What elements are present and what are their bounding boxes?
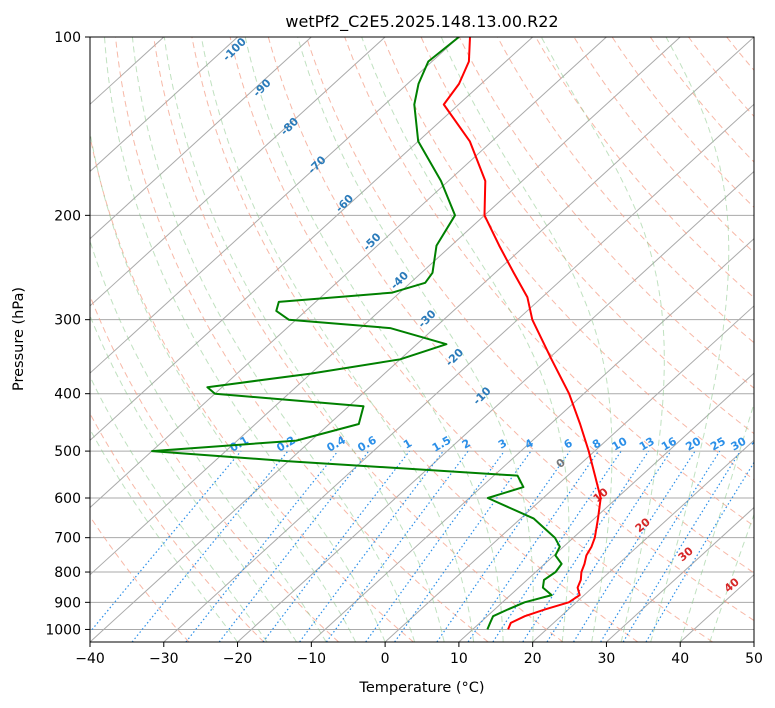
dry-adiabat-line (458, 37, 754, 389)
moist-adiabat-line (104, 37, 386, 642)
x-tick-label: −20 (223, 651, 253, 667)
plot-frame (89, 36, 755, 643)
y-tick-label: 100 (54, 30, 81, 46)
dewpoint-profile-line (151, 37, 563, 630)
axes: −40 −30 −20 −10 0 10 20 30 40 50 100 200 300 400 500 60… (45, 30, 763, 667)
moist-adiabat-line (90, 314, 298, 642)
mixing-ratio-line (325, 450, 469, 642)
isotherm-line (90, 37, 312, 240)
x-tick-label: 40 (671, 651, 689, 667)
profile-lines (151, 37, 602, 630)
x-tick-label: 10 (450, 651, 468, 667)
dry-adiabat-line (344, 37, 754, 527)
moist-adiabat-line (650, 37, 730, 642)
moist-adiabat-line (90, 239, 327, 642)
x-tick-label: 30 (598, 651, 616, 667)
dry-adiabat-line (420, 37, 754, 435)
moist-adiabat-line (679, 401, 754, 642)
x-tick-label: 0 (381, 651, 390, 667)
mixing-ratio-line (436, 450, 571, 642)
y-tick-label: 500 (54, 444, 81, 460)
isotherm-line (90, 37, 238, 173)
mixing-ratio-label: 36 (749, 434, 769, 453)
isotherm-line (310, 237, 754, 642)
moist-adiabat-line (540, 37, 665, 642)
y-axis-label: Pressure (hPa) (11, 287, 27, 391)
background-lines (90, 37, 754, 642)
x-tick-label: −40 (75, 651, 105, 667)
mixing-ratio-line (299, 450, 444, 642)
mixing-ratio-line (365, 450, 505, 642)
dry-adiabat-line (153, 37, 564, 642)
isotherm-line (237, 170, 754, 642)
y-tick-label: 200 (54, 208, 81, 224)
dry-adiabat-line (191, 37, 639, 642)
dry-adiabat-line (115, 37, 489, 642)
isotherm-line (90, 37, 607, 509)
mixing-ratio-line (90, 450, 242, 633)
moist-adiabat-line (244, 37, 504, 642)
isotherm-line (90, 37, 681, 576)
dry-adiabat-line (267, 37, 754, 622)
x-tick-label: 50 (745, 651, 763, 667)
mixing-ratio-line (131, 450, 289, 642)
moist-adiabat-line (90, 375, 268, 642)
chart-title: wetPf2_C2E5.2025.148.13.00.R22 (285, 12, 558, 32)
x-axis-label: Temperature (°C) (358, 680, 484, 696)
mixing-ratio-line (622, 450, 741, 642)
moist-adiabat-line (440, 37, 613, 642)
mixing-ratio-line (546, 450, 672, 642)
temperature-profile-line (442, 37, 602, 630)
moist-adiabat-line (90, 428, 238, 642)
isotherm-line (163, 103, 754, 642)
dry-adiabat-line (497, 37, 754, 344)
y-tick-label: 400 (54, 387, 81, 403)
isotherm-line (384, 305, 754, 642)
isotherm-line (90, 37, 386, 307)
dry-adiabat-line (229, 37, 713, 642)
y-tick-label: 800 (54, 565, 81, 581)
y-tick-label: 300 (54, 313, 81, 329)
isotherm-line (90, 37, 754, 642)
moist-adiabat-line (163, 37, 445, 642)
mixing-ratio-line (572, 450, 696, 642)
isotherm-line (458, 372, 754, 642)
dry-adiabat-line (90, 412, 265, 642)
isotherm-line (90, 37, 534, 442)
moist-adiabat-line (709, 513, 754, 642)
moist-adiabat-line (131, 37, 416, 642)
moist-adiabat-line (200, 37, 475, 642)
dry-adiabat-line (90, 515, 190, 642)
dry-adiabat-line (382, 37, 754, 481)
x-tick-label: −30 (149, 651, 179, 667)
mixing-ratio-line (467, 450, 599, 642)
dry-adiabat-line (90, 133, 414, 642)
x-tick-label: 20 (524, 651, 542, 667)
moist-adiabat-line (90, 129, 357, 642)
mixing-ratio-line (522, 450, 650, 642)
y-tick-label: 700 (54, 531, 81, 547)
moist-adiabat-line (361, 37, 570, 642)
y-tick-label: 600 (54, 491, 81, 507)
dry-adiabat-line (306, 37, 754, 574)
mixing-ratio-line (185, 450, 339, 642)
mixing-ratio-line (492, 450, 622, 642)
isotherm-line (606, 506, 754, 642)
isotherm-line (90, 37, 460, 374)
x-tick-label: −10 (297, 651, 327, 667)
dry-adiabat-line (535, 37, 754, 299)
y-tick-label: 900 (54, 595, 81, 611)
y-tick-label: 1000 (45, 622, 81, 638)
isotherm-line (532, 439, 754, 642)
